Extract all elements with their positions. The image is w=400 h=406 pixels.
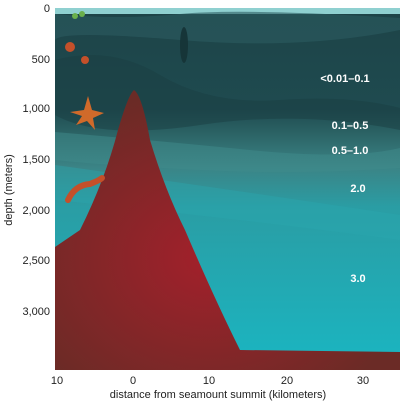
y-tick-label: 1,500	[22, 154, 50, 166]
y-tick-label: 500	[32, 54, 50, 66]
zone-label: 2.0	[350, 183, 365, 195]
zone-label: <0.01–0.1	[320, 73, 369, 85]
x-tick-label: 30	[357, 375, 369, 387]
fauna	[65, 11, 105, 203]
y-tick-label: 0	[44, 3, 50, 15]
x-tick-label: 20	[281, 375, 293, 387]
zone-label: 0.5–1.0	[332, 145, 369, 157]
y-tick-label: 2,000	[22, 205, 50, 217]
zone-labels: <0.01–0.1 0.1–0.5 0.5–1.0 2.0 3.0	[320, 73, 369, 285]
seamount	[55, 90, 400, 370]
x-tick-label: 10	[51, 375, 63, 387]
y-axis: 0 500 1,000 1,500 2,000 2,500 3,000 dept…	[3, 3, 50, 318]
x-axis: 10 0 10 20 30 distance from seamount sum…	[51, 375, 369, 401]
y-axis-title: depth (meters)	[3, 154, 15, 226]
x-tick-label: 10	[203, 375, 215, 387]
x-tick-label: 0	[130, 375, 136, 387]
x-axis-title: distance from seamount summit (kilometer…	[110, 389, 326, 401]
y-tick-label: 1,000	[22, 103, 50, 115]
y-tick-label: 3,000	[22, 306, 50, 318]
zone-label: 0.1–0.5	[332, 120, 369, 132]
y-tick-label: 2,500	[22, 255, 50, 267]
zone-label: 3.0	[350, 273, 365, 285]
